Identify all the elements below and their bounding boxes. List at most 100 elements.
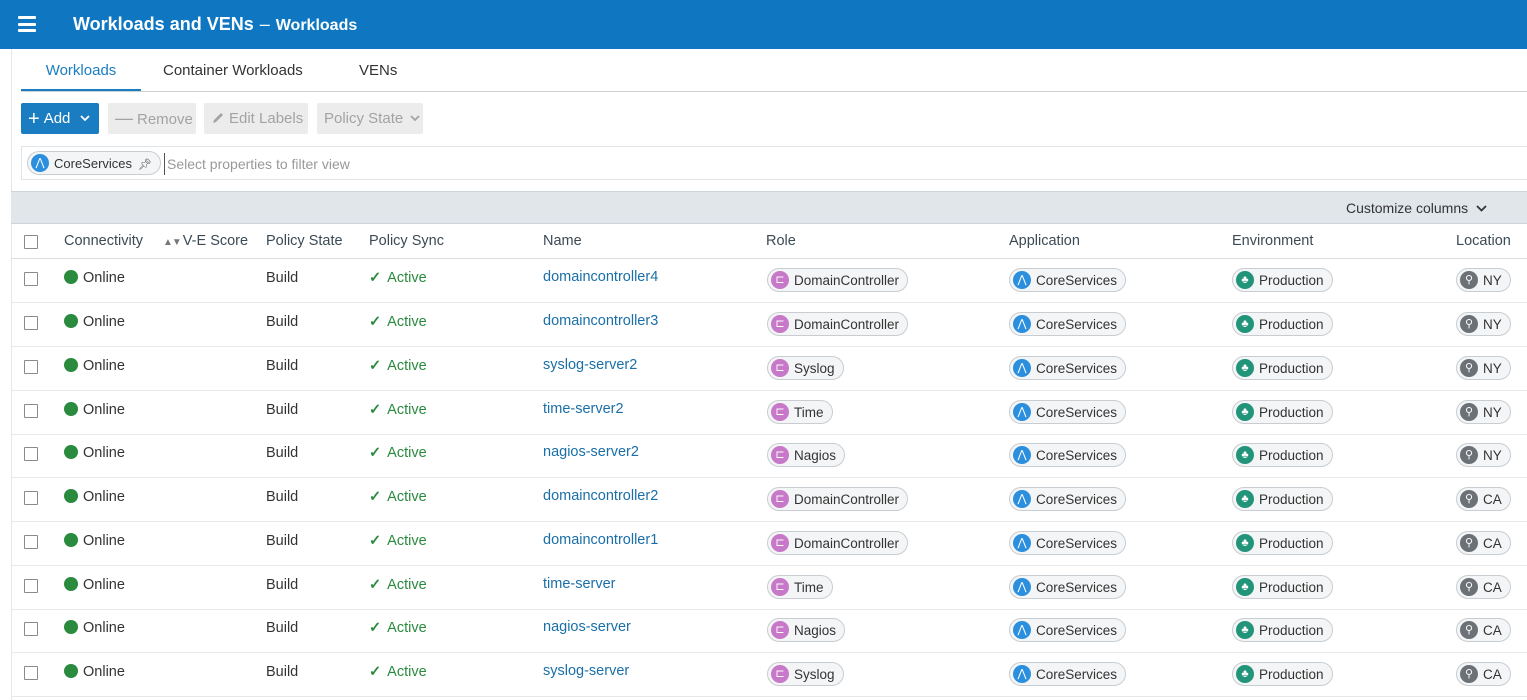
row-checkbox[interactable] — [24, 491, 38, 505]
remove-button[interactable]: — Remove — [108, 103, 196, 134]
application-label[interactable]: ⋀ CoreServices — [1009, 356, 1127, 380]
application-label[interactable]: ⋀ CoreServices — [1009, 443, 1127, 467]
application-label[interactable]: ⋀ CoreServices — [1009, 575, 1127, 599]
column-policy-state[interactable]: Policy State — [266, 233, 343, 249]
workload-name-link[interactable]: domaincontroller2 — [543, 488, 659, 504]
table-row[interactable]: Online Build ✓ Active syslog-server ⊏ Syslog ⋀ C… — [11, 652, 1527, 697]
environment-label[interactable]: ♣ Production — [1232, 268, 1333, 292]
column-role[interactable]: Role — [766, 233, 796, 249]
edit-labels-label: Edit Labels — [229, 110, 304, 127]
column-ve-score[interactable]: ▲▼ V-E Score — [163, 233, 248, 249]
application-label[interactable]: ⋀ CoreServices — [1009, 618, 1127, 642]
tab-vens[interactable]: VENs — [359, 62, 398, 79]
row-checkbox[interactable] — [24, 622, 38, 636]
row-checkbox[interactable] — [24, 360, 38, 374]
role-label[interactable]: ⊏ Nagios — [767, 443, 846, 467]
application-label[interactable]: ⋀ CoreServices — [1009, 662, 1127, 686]
application-label[interactable]: ⋀ CoreServices — [1009, 268, 1127, 292]
workload-name-link[interactable]: syslog-server — [543, 663, 630, 679]
role-label[interactable]: ⊏ Syslog — [767, 662, 844, 686]
title-separator: – — [259, 14, 270, 34]
column-environment[interactable]: Environment — [1232, 233, 1314, 249]
table-row[interactable]: Online Build ✓ Active nagios-server ⊏ Nagios ⋀ C… — [11, 608, 1527, 653]
workload-name-link[interactable]: time-server2 — [543, 401, 624, 417]
policy-sync-cell: ✓ Active — [369, 577, 427, 593]
workload-name-link[interactable]: syslog-server2 — [543, 357, 638, 373]
pin-icon[interactable]: 📌︎ — [138, 159, 152, 171]
table-row[interactable]: Online Build ✓ Active time-server ⊏ Time ⋀ CoreS… — [11, 565, 1527, 610]
location-label[interactable]: ⚲ CA — [1456, 618, 1511, 642]
edit-labels-button[interactable]: Edit Labels — [204, 103, 308, 134]
hamburger-menu-icon[interactable] — [18, 16, 36, 32]
tab-container-workloads[interactable]: Container Workloads — [163, 62, 303, 79]
customize-columns-button[interactable]: Customize columns — [1346, 200, 1487, 216]
application-label[interactable]: ⋀ CoreServices — [1009, 531, 1127, 555]
application-label[interactable]: ⋀ CoreServices — [1009, 400, 1127, 424]
role-icon: ⊏ — [771, 621, 789, 639]
role-label[interactable]: ⊏ DomainController — [767, 487, 909, 511]
environment-label[interactable]: ♣ Production — [1232, 487, 1333, 511]
filter-input[interactable] — [164, 153, 969, 175]
add-button[interactable]: + Add — [21, 103, 99, 134]
application-icon: ⋀ — [1013, 534, 1031, 552]
role-label[interactable]: ⊏ Syslog — [767, 356, 844, 380]
column-application[interactable]: Application — [1009, 233, 1080, 249]
environment-label[interactable]: ♣ Production — [1232, 575, 1333, 599]
workload-name-link[interactable]: domaincontroller3 — [543, 313, 659, 329]
role-label[interactable]: ⊏ DomainController — [767, 531, 909, 555]
role-label[interactable]: ⊏ Time — [767, 575, 833, 599]
location-label[interactable]: ⚲ NY — [1456, 356, 1511, 380]
select-all-checkbox[interactable] — [24, 235, 38, 249]
table-row[interactable]: Online Build ✓ Active nagios-server2 ⊏ Nagios ⋀… — [11, 433, 1527, 478]
connectivity-cell: Online — [64, 358, 125, 374]
role-label[interactable]: ⊏ Time — [767, 400, 833, 424]
location-label[interactable]: ⚲ CA — [1456, 531, 1511, 555]
location-label[interactable]: ⚲ CA — [1456, 575, 1511, 599]
workload-name-link[interactable]: nagios-server — [543, 619, 631, 635]
role-label[interactable]: ⊏ DomainController — [767, 268, 909, 292]
table-row[interactable]: Online Build ✓ Active domaincontroller2 ⊏ Doma… — [11, 477, 1527, 522]
role-label[interactable]: ⊏ Nagios — [767, 618, 846, 642]
table-row[interactable]: Online Build ✓ Active time-server2 ⊏ Time ⋀ Core… — [11, 390, 1527, 435]
location-label[interactable]: ⚲ NY — [1456, 312, 1511, 336]
row-checkbox[interactable] — [24, 579, 38, 593]
location-label[interactable]: ⚲ NY — [1456, 443, 1511, 467]
environment-label[interactable]: ♣ Production — [1232, 531, 1333, 555]
policy-state-cell: Build — [266, 533, 299, 549]
row-checkbox[interactable] — [24, 272, 38, 286]
tree-icon: ♣ — [1236, 271, 1254, 289]
table-row[interactable]: Online Build ✓ Active syslog-server2 ⊏ Syslog ⋀… — [11, 346, 1527, 391]
column-location[interactable]: Location — [1456, 233, 1511, 249]
workload-name-link[interactable]: time-server — [543, 576, 616, 592]
row-checkbox[interactable] — [24, 535, 38, 549]
table-row[interactable]: Online Build ✓ Active domaincontroller4 ⊏ Doma… — [11, 258, 1527, 303]
table-row[interactable]: Online Build ✓ Active domaincontroller1 ⊏ Doma… — [11, 521, 1527, 566]
location-label[interactable]: ⚲ CA — [1456, 662, 1511, 686]
row-checkbox[interactable] — [24, 666, 38, 680]
row-checkbox[interactable] — [24, 404, 38, 418]
environment-label[interactable]: ♣ Production — [1232, 400, 1333, 424]
workload-name-link[interactable]: domaincontroller1 — [543, 532, 659, 548]
application-label[interactable]: ⋀ CoreServices — [1009, 312, 1127, 336]
environment-label[interactable]: ♣ Production — [1232, 312, 1333, 336]
policy-state-button[interactable]: Policy State — [317, 103, 423, 134]
workload-name-link[interactable]: nagios-server2 — [543, 444, 639, 460]
location-label[interactable]: ⚲ CA — [1456, 487, 1511, 511]
column-policy-sync[interactable]: Policy Sync — [369, 233, 444, 249]
environment-label[interactable]: ♣ Production — [1232, 443, 1333, 467]
environment-label[interactable]: ♣ Production — [1232, 356, 1333, 380]
environment-label[interactable]: ♣ Production — [1232, 662, 1333, 686]
filter-chip-coreservices[interactable]: ⋀ CoreServices 📌︎ — [27, 151, 161, 175]
row-checkbox[interactable] — [24, 447, 38, 461]
role-label[interactable]: ⊏ DomainController — [767, 312, 909, 336]
tab-workloads[interactable]: Workloads — [21, 49, 141, 91]
environment-label[interactable]: ♣ Production — [1232, 618, 1333, 642]
column-name[interactable]: Name — [543, 233, 582, 249]
column-connectivity[interactable]: Connectivity — [64, 233, 143, 249]
location-label[interactable]: ⚲ NY — [1456, 268, 1511, 292]
location-label[interactable]: ⚲ NY — [1456, 400, 1511, 424]
application-label[interactable]: ⋀ CoreServices — [1009, 487, 1127, 511]
table-row[interactable]: Online Build ✓ Active domaincontroller3 ⊏ Doma… — [11, 302, 1527, 347]
row-checkbox[interactable] — [24, 316, 38, 330]
workload-name-link[interactable]: domaincontroller4 — [543, 269, 659, 285]
